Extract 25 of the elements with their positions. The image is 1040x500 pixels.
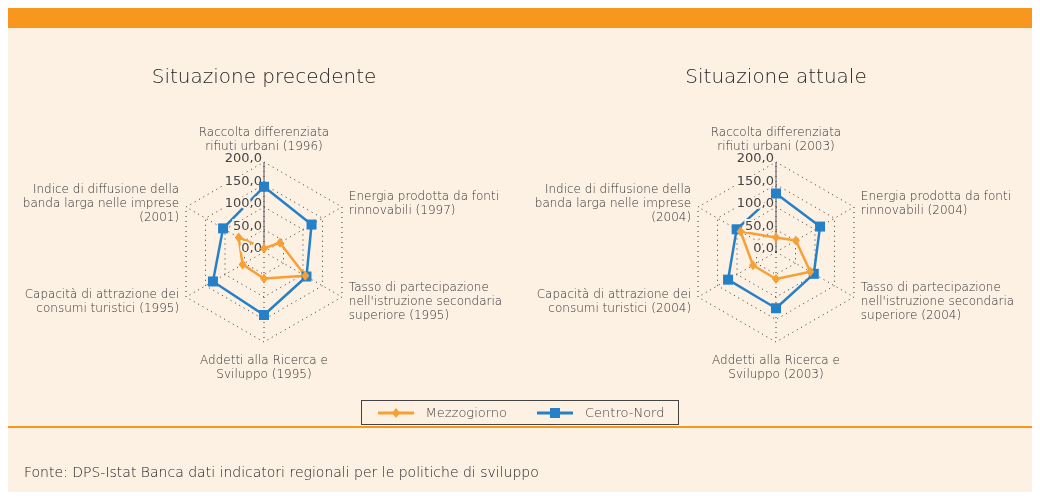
spoke-label: Raccolta differenziata rifiuti urbani (1996): [198, 125, 330, 153]
spoke-label: Indice di diffusione della banda larga nelle imprese (2004): [534, 182, 692, 224]
spoke-label: Energia prodotta da fonti rinnovabili (2004): [860, 189, 1012, 217]
spoke-label: Tasso di partecipazione nell'istruzione secondaria superiore (1995): [348, 280, 503, 322]
y-tick-label: 200,0: [224, 150, 262, 165]
y-tick-label: 0,0: [241, 240, 262, 255]
legend-label: Centro-Nord: [584, 405, 665, 420]
y-tick-label: 200,0: [736, 150, 774, 165]
chart-title: Situazione attuale: [684, 64, 868, 90]
spoke-label: Capacità di attrazione dei consumi turistici (1995): [24, 287, 180, 315]
y-tick-label: 50,0: [745, 217, 774, 233]
source-note: Fonte: DPS-Istat Banca dati indicatori regionali per le politiche di sviluppo: [24, 464, 539, 480]
spoke-label: Addetti alla Ricerca e Sviluppo (2003): [712, 353, 840, 381]
y-tick-label: 150,0: [736, 172, 774, 188]
spoke-label: Addetti alla Ricerca e Sviluppo (1995): [200, 353, 328, 381]
spoke-label: Indice di diffusione della banda larga nelle imprese (2001): [22, 182, 180, 224]
spoke-label: Energia prodotta da fonti rinnovabili (1997): [348, 189, 500, 217]
legend-label: Mezzogiorno: [424, 405, 508, 420]
y-tick-label: 150,0: [224, 172, 262, 188]
y-tick-label: 0,0: [753, 240, 774, 255]
spoke-label: Tasso di partecipazione nell'istruzione secondaria superiore (2004): [860, 280, 1015, 322]
spoke-label: Raccolta differenziata rifiuti urbani (2003): [710, 125, 842, 153]
y-tick-label: 50,0: [233, 217, 262, 233]
chart-title: Situazione precedente: [150, 64, 378, 90]
spoke-label: Capacità di attrazione dei consumi turistici (2004): [536, 287, 692, 315]
